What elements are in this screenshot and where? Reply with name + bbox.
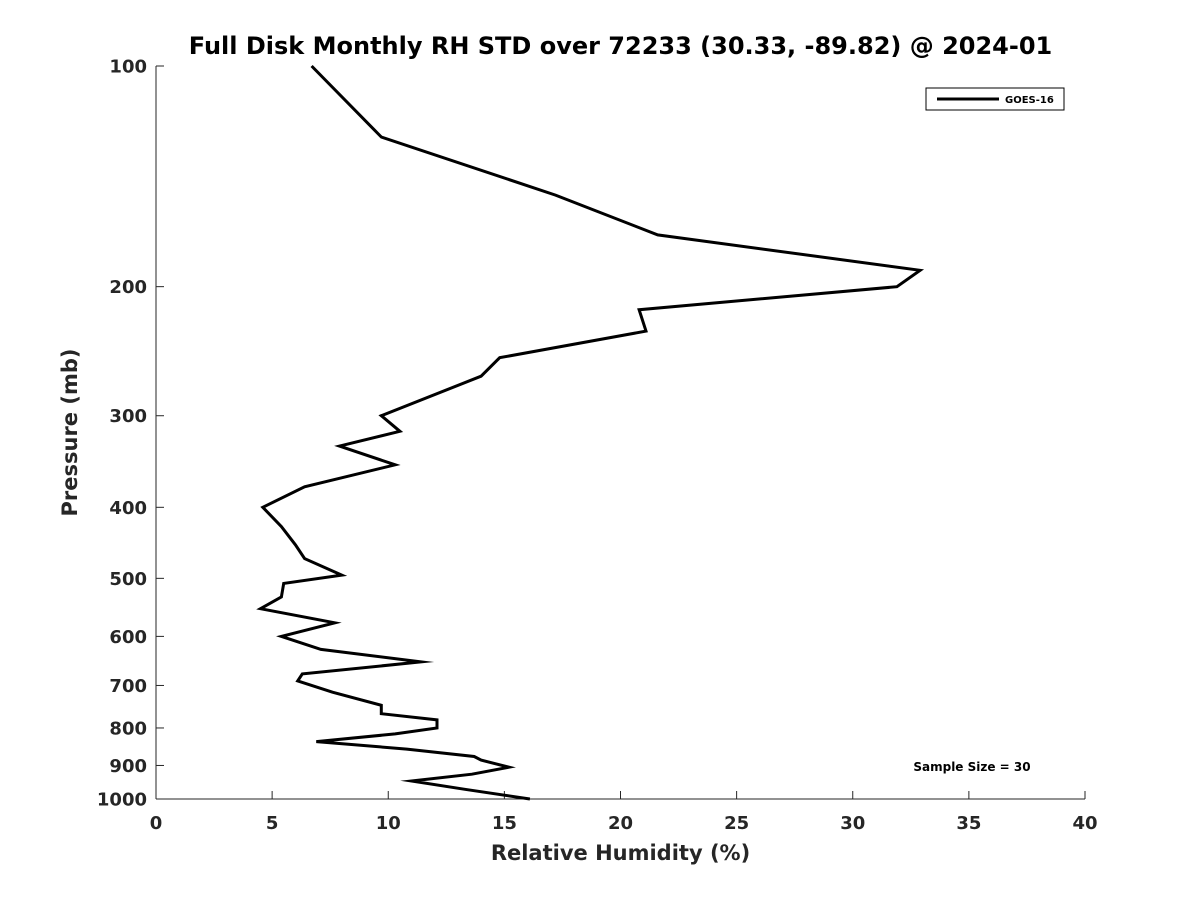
y-tick-label: 800: [109, 718, 147, 739]
x-tick-label: 30: [840, 813, 865, 834]
y-tick-label: 200: [109, 277, 147, 298]
x-tick-label: 15: [492, 813, 517, 834]
y-tick-label: 300: [109, 406, 147, 427]
y-tick-label: 600: [109, 627, 147, 648]
chart-title: Full Disk Monthly RH STD over 72233 (30.…: [189, 32, 1052, 60]
legend: GOES-16: [925, 87, 1065, 111]
x-tick-label: 20: [608, 813, 633, 834]
y-ticks: 100 200 300 400 500 600 700 800 900 1000: [97, 57, 164, 811]
y-tick-label: 700: [109, 676, 147, 697]
x-tick-label: 25: [724, 813, 749, 834]
x-ticks: 0 5 10 15 20 25 30 35 40: [150, 791, 1098, 834]
y-tick-label: 1000: [97, 790, 147, 811]
x-tick-label: 5: [266, 813, 279, 834]
plot-area: [156, 66, 1085, 799]
x-tick-label: 10: [376, 813, 401, 834]
sample-size-annotation: Sample Size = 30: [913, 760, 1030, 774]
y-tick-label: 900: [109, 756, 147, 777]
series-layer: [256, 64, 925, 801]
x-tick-label: 40: [1072, 813, 1097, 834]
x-tick-label: 35: [956, 813, 981, 834]
x-axis-label: Relative Humidity (%): [491, 841, 750, 865]
x-tick-label: 0: [150, 813, 163, 834]
y-tick-label: 500: [109, 569, 147, 590]
y-tick-label: 100: [109, 57, 147, 78]
y-axis-label: Pressure (mb): [58, 349, 82, 517]
series-line-goes-16: [256, 64, 925, 801]
y-tick-label: 400: [109, 498, 147, 519]
legend-label: GOES-16: [1005, 95, 1054, 106]
